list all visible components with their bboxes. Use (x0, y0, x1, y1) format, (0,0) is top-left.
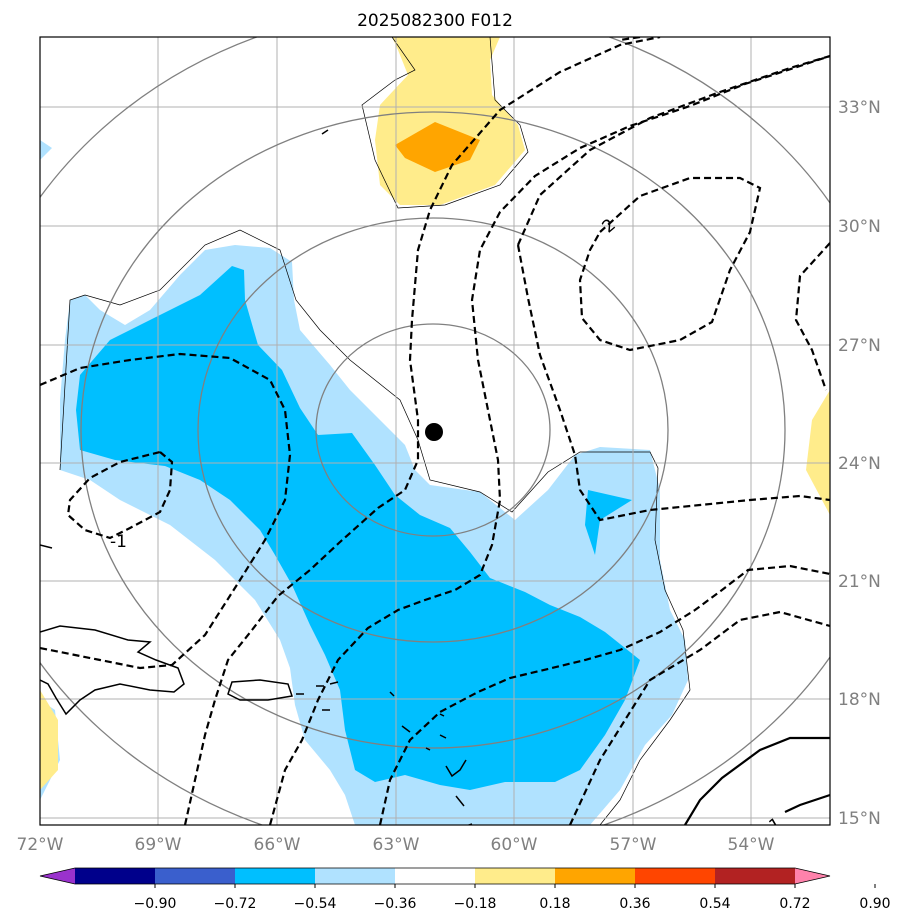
shading-yellow-north (375, 37, 525, 205)
shading-light-blue-west (40, 140, 52, 160)
lesser-antilles (322, 691, 473, 825)
shading-yellow-east (806, 390, 830, 515)
lon-tick: 54°W (728, 835, 775, 855)
colorbar-box (555, 868, 636, 884)
solid-contours (684, 736, 830, 825)
colorbar-box (475, 868, 556, 884)
colorbar-tick-label: 0.18 (539, 896, 570, 912)
shading-deep-blue-east (585, 490, 632, 555)
contour-solid-one-b (784, 793, 830, 813)
colorbar-tick-label: 0.90 (859, 896, 890, 912)
contour-6 (569, 610, 830, 825)
lat-tick-labels: 33°N 30°N 27°N 24°N 21°N 18°N 15°N (838, 98, 881, 829)
colorbar-tick-label: 0.54 (699, 896, 730, 912)
shading-deep-blue (76, 266, 640, 790)
virgin-islands (296, 681, 339, 695)
colorbar-tick-label: 0.36 (619, 896, 650, 912)
lon-tick-labels: 72°W 69°W 66°W 63°W 60°W 57°W 54°W (17, 835, 775, 855)
bermuda (321, 129, 329, 135)
lat-tick: 30°N (838, 217, 881, 237)
contour-solid-one (684, 736, 830, 825)
colorbar-box (635, 868, 716, 884)
lon-tick: 72°W (17, 835, 64, 855)
contour-minus-one-loop (66, 450, 174, 540)
colorbar-tick-label: −0.36 (374, 896, 417, 912)
colorbar-tick-label: −0.72 (214, 896, 257, 912)
cuba-tip-coast (40, 544, 53, 549)
contour-two-loop (578, 176, 762, 352)
figure-title: 2025082300 F012 (357, 11, 513, 31)
lat-tick: 21°N (838, 572, 881, 592)
lon-tick: 69°W (135, 835, 182, 855)
colorbar-tick-label: −0.90 (134, 896, 177, 912)
lon-tick: 57°W (610, 835, 657, 855)
map-frame (39, 36, 831, 826)
colorbar-box (235, 868, 316, 884)
contour-2 (268, 54, 830, 825)
lat-lon-grid (40, 37, 830, 825)
contour-label-one: 1 (766, 814, 785, 837)
lat-tick: 33°N (838, 98, 881, 118)
colorbar-tick-label: −0.18 (454, 896, 497, 912)
colorbar-box (75, 868, 156, 884)
shading-orange (395, 122, 480, 172)
puerto-rico-coast (227, 679, 293, 701)
lat-tick: 24°N (838, 454, 881, 474)
coastlines (40, 129, 473, 825)
lat-tick: 27°N (838, 336, 881, 356)
lat-tick: 15°N (838, 809, 881, 829)
colorbar-tick-label: 0.72 (779, 896, 810, 912)
lat-tick: 18°N (838, 690, 881, 710)
colorbar-box (715, 868, 796, 884)
hispaniola-coast (40, 625, 185, 716)
shading-outline (59, 229, 691, 825)
contour-5 (516, 54, 830, 246)
colorbar-tick-labels: −0.90 −0.72 −0.54 −0.36 −0.18 0.18 0.36 0.54 0.7… (134, 896, 891, 912)
contour-4 (516, 244, 830, 522)
contour-3 (378, 564, 830, 825)
colorbar-box (155, 868, 236, 884)
lon-tick: 60°W (491, 835, 538, 855)
range-rings (40, 37, 830, 825)
contour-label-minus-one: -1 (110, 532, 127, 552)
lon-tick: 63°W (373, 835, 420, 855)
storm-center-marker (425, 423, 443, 441)
colorbar (39, 867, 876, 888)
colorbar-box (395, 868, 476, 884)
contour-east (794, 242, 830, 391)
map-panel: -1 2 1 (40, 37, 830, 837)
colorbar-extend-low (40, 868, 75, 884)
dashed-contours (40, 37, 830, 825)
colorbar-box (315, 868, 396, 884)
colorbar-extend-high (795, 868, 830, 884)
shading-yellow-southwest (40, 690, 58, 790)
colorbar-tick-label: −0.54 (294, 896, 337, 912)
lon-tick: 66°W (254, 835, 301, 855)
contour-minus-one (40, 352, 292, 670)
